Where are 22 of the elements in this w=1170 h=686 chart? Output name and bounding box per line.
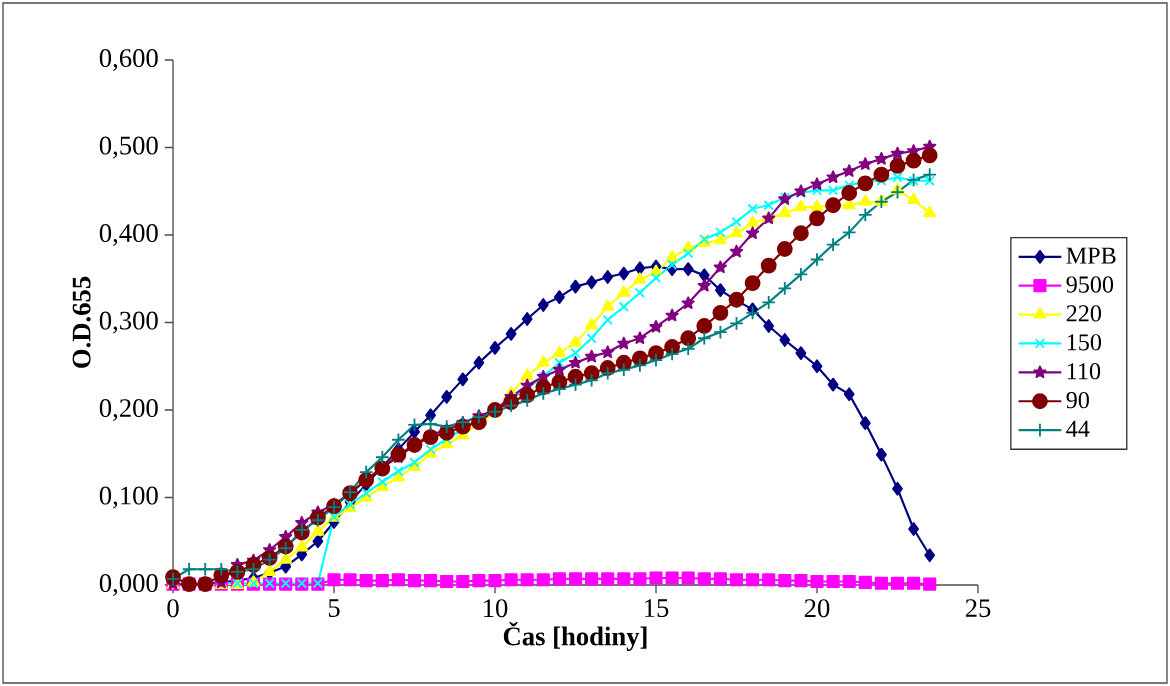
- y-tick-label: 0,500: [99, 136, 158, 159]
- x-tick-label: 25: [965, 599, 991, 618]
- y-tick-label: 0,100: [99, 486, 158, 509]
- legend-label: 150: [1067, 334, 1102, 351]
- x-tick-label: 20: [804, 599, 830, 618]
- legend-label: 90: [1066, 391, 1089, 409]
- x-tick-label: 5: [328, 599, 340, 617]
- x-axis-title: Čas [hodiny]: [503, 622, 647, 651]
- legend-label: 44: [1066, 420, 1090, 437]
- x-tick-label: 15: [645, 599, 669, 618]
- y-axis-title: O.D.655: [72, 276, 91, 368]
- legend-label: 110: [1067, 363, 1101, 380]
- x-tick-label: 0: [167, 599, 179, 618]
- y-tick-label: 0,600: [99, 49, 158, 71]
- y-tick-label: 0,300: [99, 311, 158, 334]
- legend-label: 9500: [1066, 276, 1114, 293]
- y-tick-label: 0,000: [99, 574, 158, 596]
- legend-label: 220: [1066, 305, 1102, 322]
- y-tick-label: 0,200: [99, 399, 158, 421]
- x-tick-label: 10: [484, 599, 508, 618]
- legend-label: MPB: [1066, 247, 1116, 264]
- y-tick-label: 0,400: [99, 224, 158, 246]
